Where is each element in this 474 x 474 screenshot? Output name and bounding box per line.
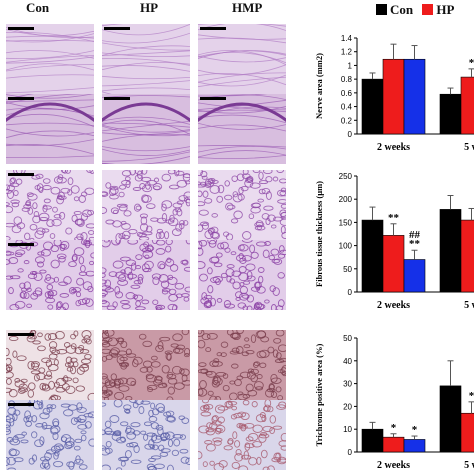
y-tick-label: 1.4 xyxy=(341,34,353,43)
y-tick-label: 150 xyxy=(339,218,353,227)
histology-image xyxy=(102,24,190,94)
column-label-con: Con xyxy=(26,0,50,15)
histology-image xyxy=(102,330,190,400)
histology-image xyxy=(6,24,94,94)
column-label-hmp: HMP xyxy=(232,0,263,15)
scale-bar xyxy=(8,97,34,100)
bar-con xyxy=(439,385,462,453)
y-tick-label: 0 xyxy=(348,288,353,297)
scale-bar xyxy=(200,97,226,100)
significance-mark: * xyxy=(469,57,474,69)
y-axis-label: Fibrous tissue thickness (μm) xyxy=(314,181,324,287)
y-tick-label: 250 xyxy=(339,172,353,181)
histology-image xyxy=(102,94,190,164)
histology-image xyxy=(102,170,190,240)
y-tick-label: 0 xyxy=(348,448,353,457)
legend: Con HP xyxy=(370,2,454,18)
y-tick-label: 50 xyxy=(343,265,352,274)
bar-con xyxy=(361,219,384,293)
x-category-label: 5 w xyxy=(464,142,474,153)
legend-label-hp: HP xyxy=(436,2,455,17)
y-tick-label: 50 xyxy=(343,334,352,343)
y-tick-label: 30 xyxy=(343,380,352,389)
significance-mark: ## xyxy=(409,229,421,241)
bar-charts: Con HP 0 0.2 0.4 0.6 0.8 1 1.2 1.4 Nerve area (m… xyxy=(300,0,474,474)
histology-image xyxy=(6,94,94,164)
bar-hp xyxy=(460,219,474,293)
histology-image xyxy=(198,94,286,164)
x-category-label: 2 weeks xyxy=(377,300,410,311)
scale-bar xyxy=(8,27,34,30)
bar-hmp xyxy=(403,439,426,453)
scale-bar xyxy=(8,173,34,176)
x-category-label: 5 w xyxy=(464,460,474,471)
histology-image xyxy=(198,240,286,310)
legend-swatch-hp xyxy=(422,4,434,15)
scale-bar xyxy=(200,27,226,30)
histology-image xyxy=(198,400,286,470)
y-tick-label: 20 xyxy=(343,402,352,411)
y-tick-label: 0.2 xyxy=(341,116,353,125)
x-category-label: 2 weeks xyxy=(377,142,410,153)
bar-hp xyxy=(382,235,405,293)
y-tick-label: 0.6 xyxy=(341,89,353,98)
bar-con xyxy=(439,209,462,293)
legend-swatch-con xyxy=(376,4,387,15)
histology-image xyxy=(6,400,94,470)
scale-bar xyxy=(104,97,130,100)
bar-con xyxy=(361,428,384,453)
y-tick-label: 0.4 xyxy=(341,103,353,112)
scale-bar xyxy=(8,243,34,246)
bar-hp xyxy=(382,436,405,453)
bar-hp xyxy=(460,76,474,135)
y-tick-label: 0.8 xyxy=(341,75,353,84)
column-label-hp: HP xyxy=(140,0,159,15)
significance-mark: * xyxy=(469,390,474,402)
histology-image xyxy=(6,170,94,240)
scale-bar xyxy=(8,333,34,336)
scale-bar xyxy=(8,403,34,406)
y-tick-label: 1 xyxy=(348,61,353,70)
significance-mark: * xyxy=(391,422,397,434)
y-axis-label: Trichrome positive area (%) xyxy=(314,343,324,446)
y-tick-label: 200 xyxy=(339,195,353,204)
bar-con xyxy=(361,78,384,135)
scale-bar xyxy=(104,27,130,30)
histology-image xyxy=(198,24,286,94)
y-tick-label: 40 xyxy=(343,357,352,366)
bar-hp xyxy=(382,58,405,135)
bar-hmp xyxy=(403,58,426,135)
histology-image xyxy=(102,240,190,310)
histology-image xyxy=(198,170,286,240)
significance-mark: ** xyxy=(388,212,400,224)
y-tick-label: 1.2 xyxy=(341,48,353,57)
x-category-label: 2 weeks xyxy=(377,460,410,471)
histology-image xyxy=(102,400,190,470)
histology-image xyxy=(198,330,286,400)
x-category-label: 5 w xyxy=(464,300,474,311)
y-tick-label: 10 xyxy=(343,425,352,434)
significance-mark: ** xyxy=(409,238,421,250)
chart-canvas: 0 0.2 0.4 0.6 0.8 1 1.2 1.4 Nerve area (mm2) 2 we… xyxy=(314,34,474,471)
bar-hmp xyxy=(403,259,426,293)
legend-label-con: Con xyxy=(390,2,414,17)
y-axis-label: Nerve area (mm2) xyxy=(314,53,324,119)
histology-panel: Con HP HMP xyxy=(6,0,286,470)
bar-con xyxy=(439,93,462,135)
y-tick-label: 100 xyxy=(339,242,353,251)
significance-mark: * xyxy=(412,424,418,436)
bar-hp xyxy=(460,412,474,453)
histology-image xyxy=(6,240,94,310)
histology-image xyxy=(6,330,94,400)
y-tick-label: 0 xyxy=(348,130,353,139)
